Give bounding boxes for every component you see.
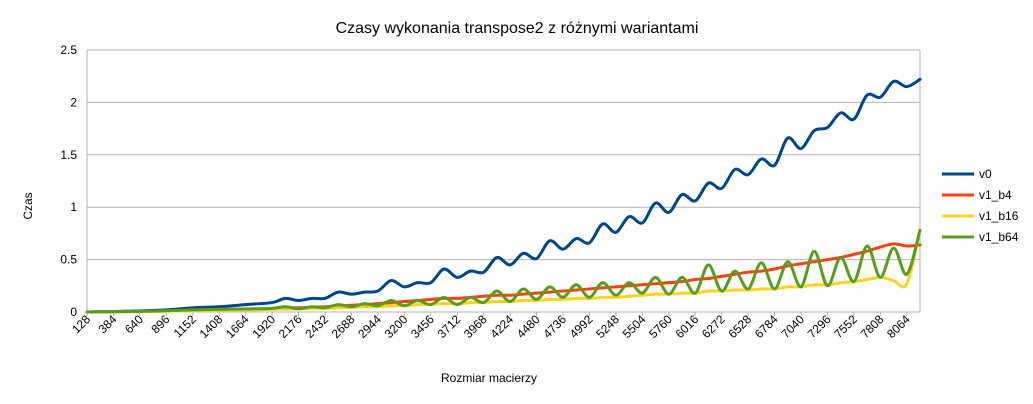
x-tick-label: 640 [122, 312, 146, 336]
y-tick-label: 0 [70, 305, 77, 319]
x-tick-label: 1152 [171, 312, 199, 340]
x-tick-label: 7808 [858, 312, 887, 341]
x-tick-label: 6272 [699, 312, 728, 341]
series-line-v1-b64 [85, 228, 922, 314]
y-axis-label: Czas [21, 192, 35, 219]
x-tick-label: 5248 [593, 312, 622, 341]
y-tick-label: 1 [70, 200, 77, 214]
x-tick-label: 3456 [408, 312, 437, 341]
x-tick-label: 7552 [831, 312, 860, 341]
x-tick-label: 4736 [540, 312, 569, 341]
legend-label-v1-b4: v1_b4 [979, 188, 1012, 202]
x-tick-label: 2432 [302, 312, 331, 341]
x-tick-label: 7040 [778, 312, 807, 341]
legend-label-v1-b16: v1_b16 [979, 209, 1019, 223]
grid-lines [86, 49, 921, 313]
x-tick-label: 6016 [673, 312, 702, 341]
x-axis-label: Rozmiar macierzy [441, 371, 537, 385]
legend-label-v0: v0 [979, 167, 992, 181]
x-tick-label: 384 [96, 312, 120, 336]
x-tick-label: 4992 [567, 312, 596, 341]
x-tick-label: 5504 [620, 312, 649, 341]
x-tick-label: 8064 [884, 312, 913, 341]
x-tick-label: 3968 [461, 312, 490, 341]
x-tick-label: 1920 [249, 312, 278, 341]
x-tick-label: 3200 [382, 312, 411, 341]
series-line-v0 [85, 77, 922, 314]
x-tick-label: 4224 [487, 312, 516, 341]
x-tick-label: 1664 [223, 312, 252, 341]
y-tick-label: 2.5 [60, 43, 77, 57]
x-tick-label: 2944 [355, 312, 384, 341]
y-tick-label: 0.5 [60, 253, 77, 267]
y-tick-label: 2 [70, 95, 77, 109]
x-tick-label: 5760 [646, 312, 675, 341]
legend: v0 v1_b4 v1_b16 v1_b64 [942, 167, 1019, 244]
x-tick-label: 2688 [329, 312, 358, 341]
chart-title: Czasy wykonania transpose2 z różnymi war… [336, 20, 699, 37]
x-tick-label: 2176 [276, 312, 305, 341]
x-tick-label: 6528 [725, 312, 754, 341]
x-tick-label: 6784 [752, 312, 781, 341]
series-line-v1-b16 [85, 228, 922, 314]
y-axis-ticks: 0 0.5 1 1.5 2 2.5 [60, 43, 77, 319]
x-axis-ticks: 128 384 640 8961152140816641920217624322688… [69, 312, 913, 341]
y-tick-label: 1.5 [60, 148, 77, 162]
x-tick-label: 3712 [435, 312, 464, 341]
x-tick-label: 7296 [805, 312, 834, 341]
x-tick-label: 1408 [197, 312, 226, 341]
series-lines [85, 77, 922, 314]
legend-label-v1-b64: v1_b64 [979, 230, 1019, 244]
x-tick-label: 4480 [514, 312, 543, 341]
x-tick-label: 896 [148, 312, 172, 336]
